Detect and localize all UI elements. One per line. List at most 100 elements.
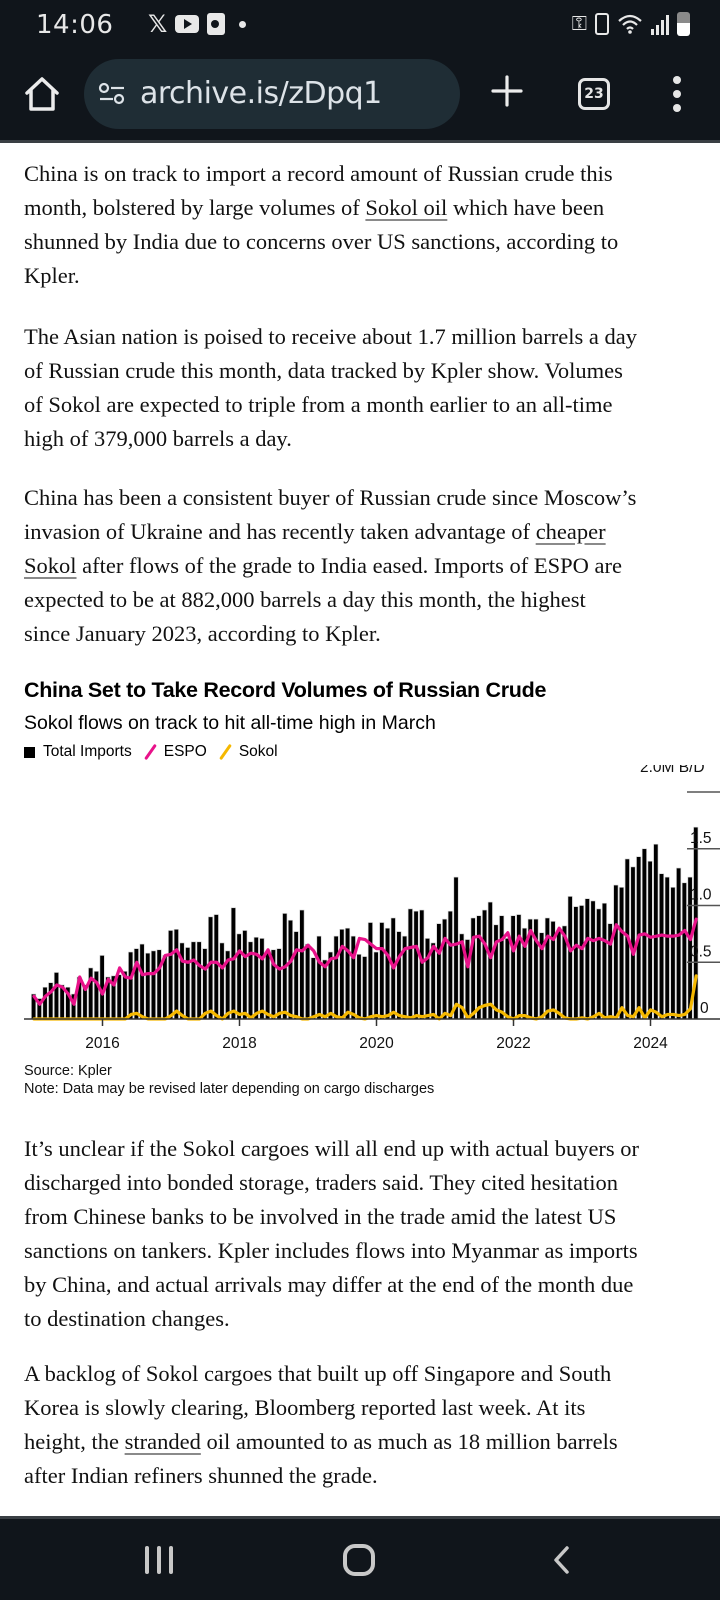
bar-total-imports (310, 957, 316, 1020)
home-icon[interactable] (20, 72, 64, 116)
bar-total-imports (676, 867, 682, 1020)
paragraph-line: discharged into bonded storage, traders … (24, 1166, 720, 1200)
bar-total-imports (647, 860, 653, 1020)
more-vert-icon[interactable] (670, 76, 684, 112)
article-text: after flows of the grade to India eased.… (76, 553, 622, 578)
article-link[interactable]: stranded (124, 1429, 201, 1454)
paragraph-line: It’s unclear if the Sokol cargoes will a… (24, 1132, 720, 1166)
article-text: shunned by India due to concerns over US… (24, 229, 619, 254)
y-tick-label: 0 (700, 1000, 709, 1017)
url-bar[interactable]: archive.is/zDpq1 (84, 59, 460, 129)
bar-total-imports (128, 951, 134, 1020)
article-text: expected to be at 882,000 barrels a day … (24, 587, 586, 612)
vpn-key-icon: ⚿ (571, 13, 587, 35)
bar-total-imports (293, 931, 299, 1020)
url-text[interactable]: archive.is/zDpq1 (140, 76, 382, 111)
tune-icon[interactable] (98, 82, 126, 106)
x-tick-label: 2022 (496, 1035, 530, 1052)
bar-total-imports (436, 923, 442, 1020)
y-tick-label: 1.5 (690, 830, 712, 847)
system-nav-bar (0, 1516, 720, 1600)
bar-total-imports (556, 930, 562, 1020)
bar-total-imports (219, 942, 225, 1020)
status-system-icons: ⚿ (572, 12, 690, 36)
bar-total-imports (482, 909, 488, 1020)
paragraph-line: invasion of Ukraine and has recently tak… (24, 515, 720, 549)
chart-source: Source: Kpler (24, 1063, 112, 1079)
bar-total-imports (544, 917, 550, 1020)
paragraph-line: after Indian refiners shunned the grade. (24, 1459, 720, 1493)
home-circle-icon[interactable] (343, 1544, 375, 1576)
bar-total-imports (442, 918, 448, 1020)
bar-total-imports (573, 906, 579, 1020)
bar-total-imports (584, 898, 590, 1020)
article-text: Korea is slowly clearing, Bloomberg repo… (24, 1395, 586, 1420)
legend-square-icon (24, 746, 35, 758)
paragraph-line: from Chinese banks to be involved in the… (24, 1200, 720, 1234)
article-text: after Indian refiners shunned the grade. (24, 1463, 378, 1488)
paragraph-line: by China, and actual arrivals may differ… (24, 1268, 720, 1302)
bar-total-imports (367, 922, 373, 1020)
recent-apps-icon[interactable] (145, 1546, 173, 1574)
bar-total-imports (213, 914, 219, 1020)
article-link[interactable]: Sokol (24, 553, 77, 578)
paragraph-line: A backlog of Sokol cargoes that built up… (24, 1357, 720, 1391)
paragraph-line: height, the stranded oil amounted to as … (24, 1425, 720, 1459)
y-tick-label: 0.5 (690, 943, 712, 960)
bar-total-imports (567, 896, 573, 1020)
wifi-icon (618, 14, 642, 34)
bar-total-imports (53, 972, 59, 1020)
article-link[interactable]: Sokol oil (365, 195, 448, 220)
tab-switcher-button[interactable]: 23 (578, 78, 610, 110)
battery-saver-icon (595, 13, 609, 35)
paragraph-line: Korea is slowly clearing, Bloomberg repo… (24, 1391, 720, 1425)
bar-total-imports (516, 914, 522, 1020)
article-text: of Russian crude this month, data tracke… (24, 358, 623, 383)
status-bar: 14:06 𝕏 ⚿ (0, 0, 720, 50)
article-paragraph: China has been a consistent buyer of Rus… (24, 481, 720, 651)
plus-icon[interactable] (490, 74, 524, 108)
bar-total-imports (653, 843, 659, 1020)
article-text: oil amounted to as much as 18 million ba… (200, 1429, 618, 1454)
bar-total-imports (185, 947, 191, 1020)
battery-icon (677, 12, 690, 36)
youtube-icon (175, 15, 200, 33)
bar-total-imports (88, 967, 94, 1020)
status-notification-icons: 𝕏 (110, 12, 247, 36)
article-paragraph: The Asian nation is poised to receive ab… (24, 320, 720, 456)
bar-total-imports (670, 887, 676, 1020)
article-link[interactable]: cheaper (535, 519, 606, 544)
paragraph-line: since January 2023, according to Kpler. (24, 617, 720, 651)
bar-total-imports (407, 908, 413, 1020)
line-espo (32, 917, 698, 1006)
legend-item-total-imports: Total Imports (24, 743, 132, 761)
bar-total-imports (339, 929, 345, 1020)
legend-label: ESPO (163, 743, 207, 760)
paragraph-line: China is on track to import a record amo… (24, 157, 720, 191)
status-time: 14:06 (36, 10, 114, 40)
bar-total-imports (322, 959, 328, 1020)
bar-total-imports (504, 938, 510, 1020)
browser-toolbar: archive.is/zDpq1 23 (0, 50, 720, 140)
article-text: The Asian nation is poised to receive ab… (24, 324, 637, 349)
paragraph-line: of Russian crude this month, data tracke… (24, 354, 720, 388)
back-chevron-icon[interactable] (550, 1545, 574, 1575)
article-text: which have been (447, 195, 605, 220)
legend-line-icon (142, 744, 158, 760)
bar-total-imports (579, 905, 585, 1020)
chart-title: China Set to Take Record Volumes of Russ… (24, 678, 547, 702)
bar-total-imports (299, 909, 305, 1020)
bar-total-imports (345, 927, 351, 1020)
article-paragraph: A backlog of Sokol cargoes that built up… (24, 1357, 720, 1493)
paragraph-line: of Sokol are expected to triple from a m… (24, 388, 720, 422)
legend-label: Total Imports (43, 743, 132, 760)
bar-total-imports (156, 949, 162, 1020)
bar-total-imports (447, 910, 453, 1020)
article-text: since January 2023, according to Kpler. (24, 621, 381, 646)
bar-total-imports (379, 922, 385, 1020)
bar-total-imports (373, 951, 379, 1020)
legend-line-icon (217, 744, 233, 760)
article-text: of Sokol are expected to triple from a m… (24, 392, 613, 417)
bar-total-imports (413, 910, 419, 1020)
bar-total-imports (385, 927, 391, 1020)
